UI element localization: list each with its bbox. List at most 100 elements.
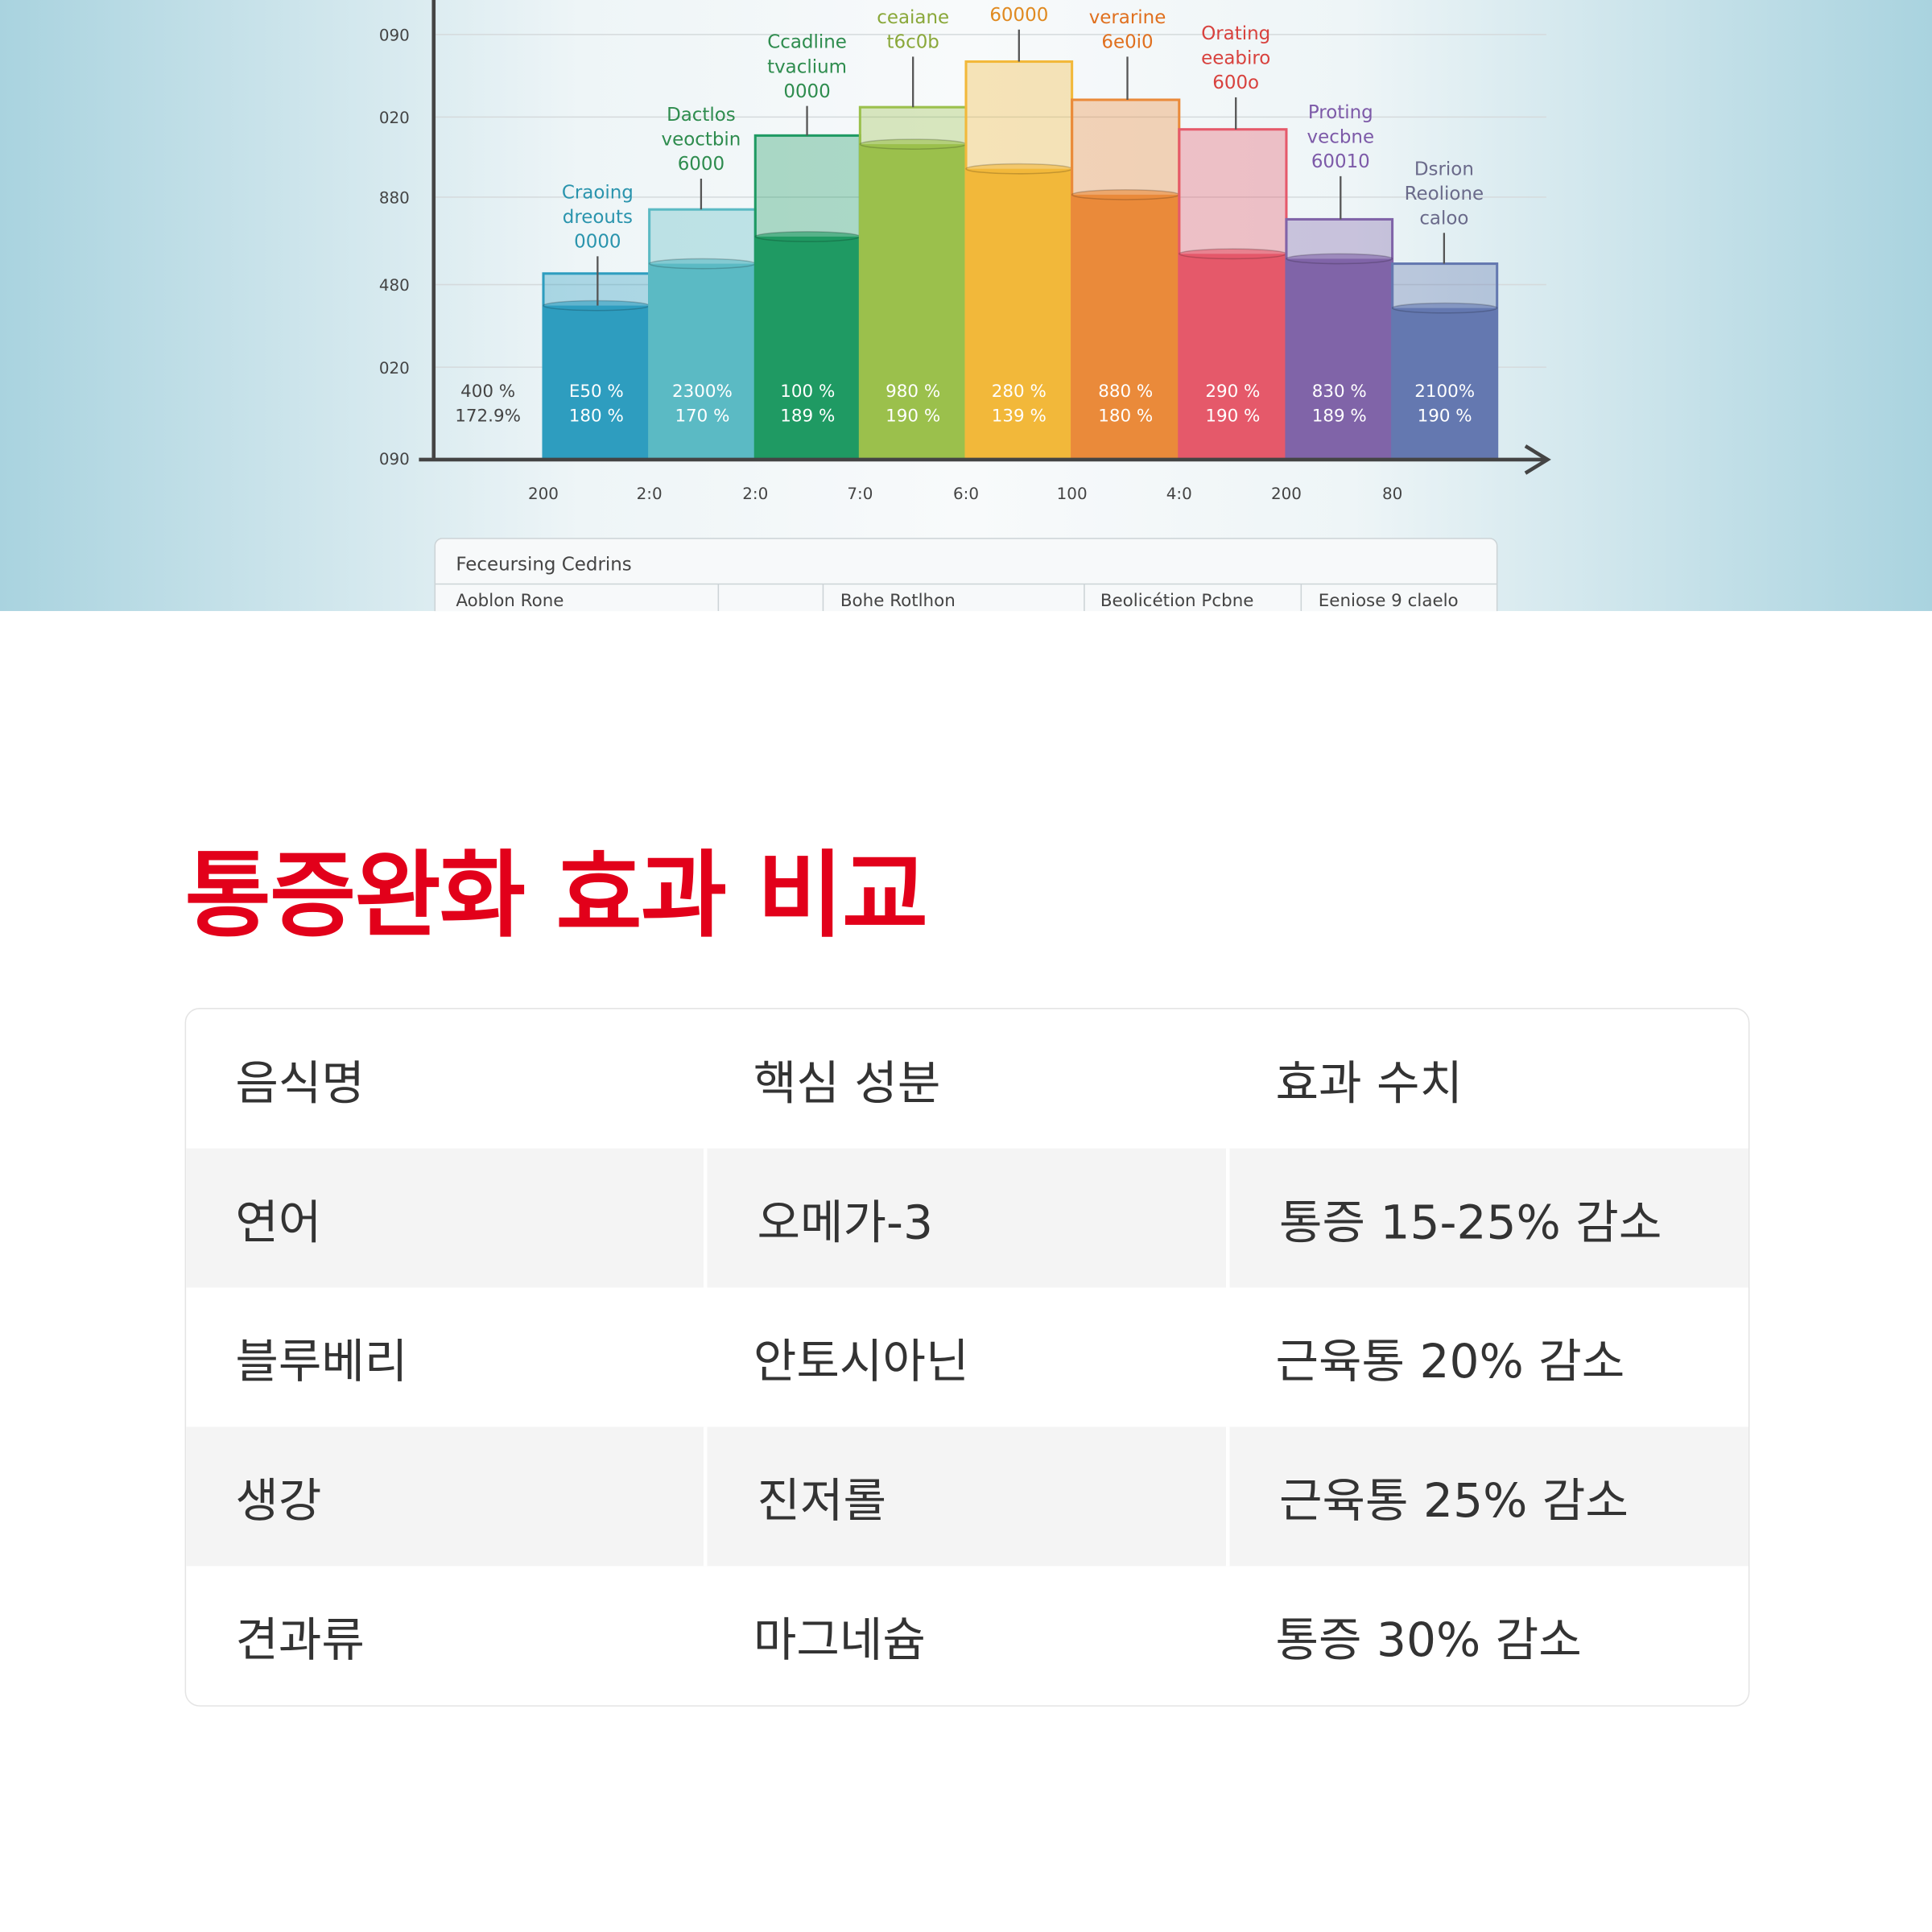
- table-cell: 블루베리: [235, 1334, 408, 1389]
- annotation: Proting: [1308, 102, 1373, 123]
- table-cell: 마그네슘: [753, 1612, 926, 1667]
- table-cell: 견과류: [235, 1612, 365, 1667]
- annotation: 6000: [678, 154, 724, 175]
- table-cell: 오메가-3: [704, 1148, 1227, 1288]
- annotation: Dactlos: [667, 105, 736, 126]
- bar-label: 880 %: [1098, 382, 1153, 402]
- x-axis-label: 7:0: [847, 485, 873, 503]
- legend-column: Aoblon Rone: [456, 591, 564, 611]
- x-axis-arrow: [1524, 444, 1551, 475]
- bar-surface: [1071, 188, 1180, 200]
- section-title: 통증완화 효과 비교: [184, 840, 928, 951]
- bar-surface: [859, 138, 967, 150]
- y-axis-label: 020: [379, 359, 410, 378]
- annotation: Craoing: [562, 182, 634, 203]
- table-cell: 통증 15-25% 감소: [1226, 1148, 1748, 1288]
- chart-illustration: 090 020 880 480 020 090 200 2:0 2:0 7:0 6:0 100 4:0 2…: [0, 0, 1932, 612]
- legend-column: Beolicétion Pcbne: [1100, 591, 1254, 611]
- bar-fill: [1179, 254, 1286, 460]
- bar-label: 2100%: [1414, 382, 1475, 402]
- illustration-texts: 090 020 880 480 020 090 200 2:0 2:0 7:0 6:0 100 4:0 2…: [379, 5, 1484, 612]
- table-cell: 통증 30% 감소: [1275, 1612, 1582, 1667]
- legend-column: Bohe Rotlhon: [840, 591, 956, 611]
- annotation: Reolione: [1405, 184, 1484, 204]
- bars: [542, 60, 1499, 461]
- annotation: 6e0i0: [1101, 32, 1153, 53]
- table-cell: 연어: [186, 1148, 704, 1288]
- table-cell: 근육통 25% 감소: [1226, 1426, 1748, 1567]
- x-axis-label: 2:0: [637, 485, 663, 503]
- bar-surface: [754, 230, 861, 242]
- bar-fill: [543, 305, 650, 460]
- y-axis-label: 090: [379, 450, 410, 469]
- bar-label: 2300%: [672, 382, 733, 402]
- bar-label: 190 %: [1205, 406, 1260, 426]
- y-axis-label: 880: [379, 189, 410, 208]
- y-axis-label: 020: [379, 109, 410, 127]
- bar-label: 139 %: [992, 406, 1046, 426]
- x-axis-label: 2:0: [742, 485, 768, 503]
- header-cell: 효과 수치: [1275, 1055, 1463, 1111]
- table-row: 연어 오메가-3 통증 15-25% 감소: [186, 1148, 1748, 1288]
- bar-surface: [543, 299, 650, 312]
- bar-fill: [1392, 308, 1497, 460]
- bar-label: E50 %: [569, 382, 624, 402]
- annotation: Orating: [1201, 23, 1270, 44]
- bar-label: 190 %: [1418, 406, 1472, 426]
- bar-fill: [1071, 194, 1179, 460]
- annotation: veoctbin: [662, 130, 741, 151]
- header-cell: 음식명: [235, 1055, 365, 1111]
- annotation: dreouts: [563, 207, 633, 228]
- annotation: 600o: [1212, 72, 1259, 93]
- table-cell: 근육통 20% 감소: [1275, 1334, 1625, 1389]
- bar-label: 830 %: [1312, 382, 1367, 402]
- annotation: Dsrion: [1414, 159, 1474, 180]
- annotation: verarine: [1089, 7, 1166, 28]
- y-axis-label: 480: [379, 276, 410, 295]
- bar-surface: [1286, 253, 1393, 265]
- legend-box: [434, 538, 1498, 612]
- annotation: vecbne: [1307, 127, 1375, 148]
- annotation: ceaiane: [877, 7, 949, 28]
- annotation: caloo: [1419, 208, 1468, 229]
- annotation: 60000: [989, 5, 1048, 26]
- bar-label: 180 %: [569, 406, 624, 426]
- y-axis-label: 090: [379, 27, 410, 45]
- bar-fill: [1286, 258, 1393, 460]
- table-row: 블루베리 안토시아닌 근육통 20% 감소: [186, 1287, 1748, 1426]
- bar-surface: [965, 163, 1073, 175]
- bar-label: 180 %: [1098, 406, 1153, 426]
- bar-fill: [860, 144, 966, 460]
- bar-fill: [965, 168, 1072, 460]
- annotation: 60010: [1311, 151, 1370, 172]
- legend-column: Eeniose 9 claelo: [1319, 591, 1459, 611]
- x-axis-label: 200: [528, 485, 559, 503]
- bar-surface: [1391, 302, 1498, 314]
- bar-surface: [1179, 248, 1287, 260]
- legend-title: Feceursing Cedrins: [456, 555, 631, 576]
- x-axis-label: 100: [1057, 485, 1088, 503]
- annotation: Ccadline: [767, 32, 847, 53]
- table-cell: 진저롤: [704, 1426, 1227, 1567]
- bar-label: 189 %: [1312, 406, 1367, 426]
- bar-label: 280 %: [992, 382, 1046, 402]
- bar-label: 190 %: [886, 406, 940, 426]
- x-axis-label: 6:0: [953, 485, 979, 503]
- x-axis-label: 80: [1382, 485, 1402, 503]
- header-cell: 핵심 성분: [753, 1055, 941, 1111]
- bar-fill: [649, 263, 756, 460]
- bar-fill: [755, 236, 861, 460]
- x-axis-label: 200: [1271, 485, 1302, 503]
- table-row: 생강 진저롤 근육통 25% 감소: [186, 1426, 1748, 1567]
- bar-label: 100 %: [780, 382, 835, 402]
- value-label: 172.9%: [455, 406, 521, 426]
- annotation: t6c0b: [887, 32, 939, 53]
- annotation: eeabiro: [1201, 48, 1270, 69]
- table-row: 견과류 마그네슘 통증 30% 감소: [186, 1566, 1748, 1705]
- table-cell: 안토시아닌: [753, 1334, 969, 1389]
- annotation: tvaclium: [767, 56, 847, 77]
